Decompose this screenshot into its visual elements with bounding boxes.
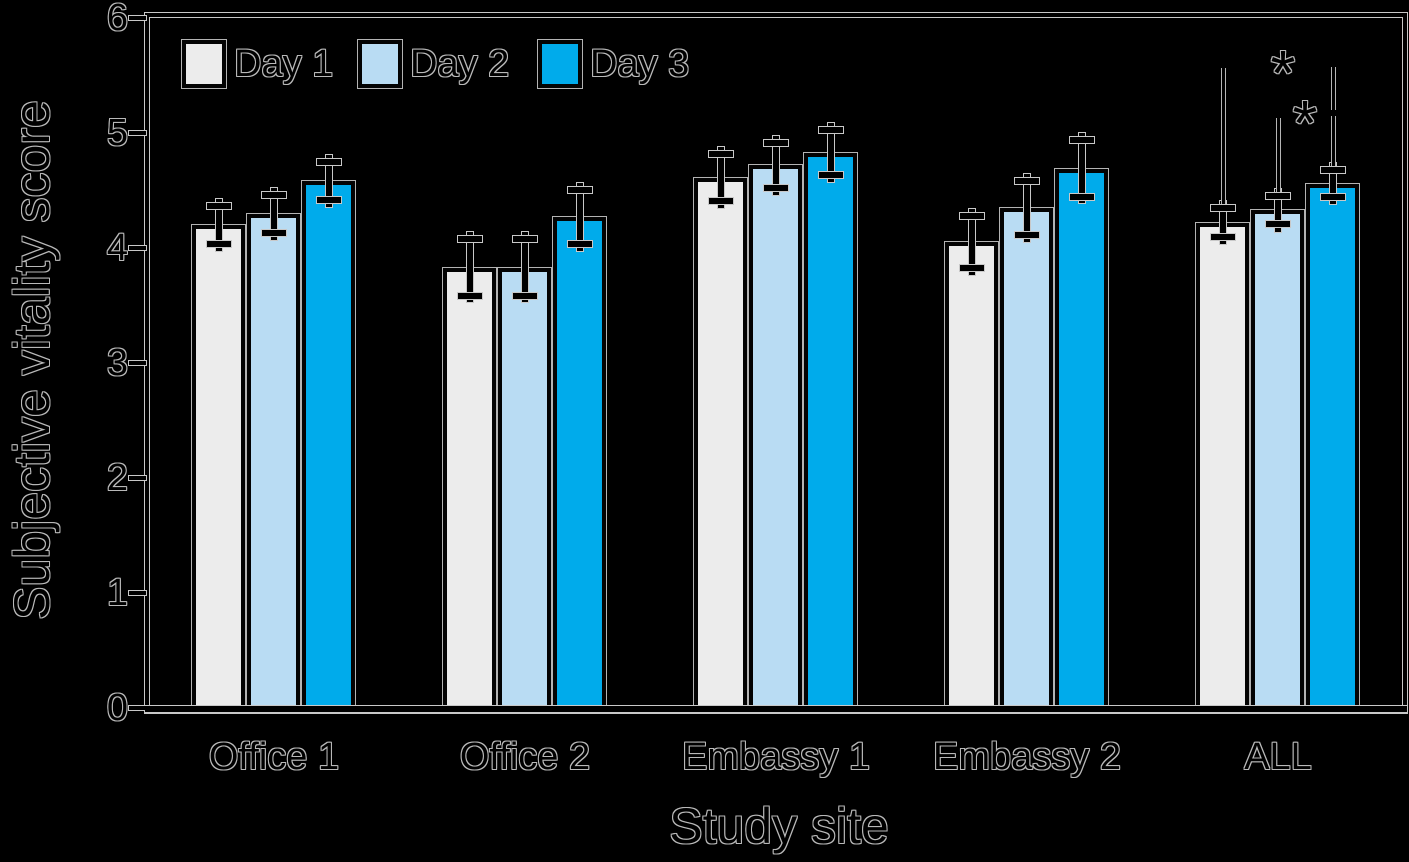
error-bar-cap-top [567,186,593,194]
error-bar-cap-bottom [1014,231,1040,239]
y-tick-mark [128,360,147,366]
y-tick-label: 1 [106,572,128,614]
x-category-label: Embassy 2 [933,736,1121,778]
error-bar-stem [772,135,780,196]
error-bar-cap-top [1320,166,1346,174]
y-tick-label: 2 [106,457,128,499]
significance-asterisk: * [1292,87,1318,159]
y-tick-label: 5 [106,112,128,154]
error-bar-stem [1023,173,1031,243]
error-bar-cap-bottom [512,292,538,300]
error-bar-cap-bottom [818,171,844,179]
y-tick-mark [128,15,147,21]
error-bar-cap-bottom [959,264,985,272]
error-bar-stem [270,187,278,241]
legend-swatch-day1 [182,40,226,88]
error-bar-stem [521,231,529,303]
bar-day1-all [1196,223,1249,710]
bar-day3-all [1306,184,1359,710]
x-category-label: Embassy 1 [682,736,870,778]
legend-label: Day 2 [410,43,510,85]
x-category-label: Office 1 [208,736,340,778]
error-bar-cap-top [316,158,342,166]
error-bar-stem [466,231,474,303]
x-category-label: Office 2 [459,736,591,778]
significance-line [1331,67,1336,110]
bar-day1-embassy-1 [694,178,747,710]
bar-day1-office-1 [192,225,245,710]
error-bar-cap-top [708,150,734,158]
bar-day3-office-1 [302,181,355,710]
error-bar-cap-top [261,191,287,199]
significance-line [1331,116,1336,166]
bar-day1-office-2 [443,268,496,710]
error-bar-stem [827,122,835,183]
legend-label: Day 3 [590,43,690,85]
error-bar-cap-top [1210,204,1236,212]
y-tick-label: 0 [106,687,128,729]
bar-day2-office-1 [247,214,300,711]
significance-line [1221,68,1226,204]
error-bar-cap-bottom [1069,193,1095,201]
error-bar-cap-bottom [763,184,789,192]
legend-swatch-day3 [538,40,582,88]
x-category-label: ALL [1244,736,1312,778]
error-bar-cap-top [959,212,985,220]
bar-day2-office-2 [498,268,551,710]
error-bar-cap-top [457,235,483,243]
legend-label: Day 1 [234,43,334,85]
error-bar-stem [717,146,725,209]
error-bar-cap-top [1014,177,1040,185]
significance-line [1276,118,1281,192]
x-axis-baseline [145,705,1407,713]
error-bar-cap-bottom [1210,233,1236,241]
bar-day3-office-2 [553,217,606,710]
error-bar-cap-bottom [457,292,483,300]
y-tick-label: 6 [106,0,128,39]
error-bar-stem [215,198,223,252]
error-bar-cap-top [1265,192,1291,200]
error-bar-stem [325,154,333,208]
error-bar-cap-bottom [708,197,734,205]
y-tick-mark [128,590,147,596]
bar-day2-embassy-2 [1000,208,1053,710]
error-bar-cap-bottom [261,229,287,237]
error-bar-stem [968,208,976,276]
error-bar-cap-top [763,139,789,147]
legend-swatch-day2 [358,40,402,88]
error-bar-cap-bottom [1265,220,1291,228]
bar-day2-embassy-1 [749,165,802,710]
error-bar-cap-bottom [567,240,593,248]
error-bar-cap-bottom [316,196,342,204]
error-bar-cap-bottom [1320,193,1346,201]
y-tick-label: 3 [106,342,128,384]
error-bar-cap-top [818,126,844,134]
y-tick-mark [128,245,147,251]
bar-day2-all [1251,210,1304,710]
error-bar-cap-top [206,202,232,210]
bar-day3-embassy-2 [1055,169,1108,710]
bar-day1-embassy-2 [945,242,998,710]
error-bar-stem [576,182,584,252]
error-bar-cap-top [512,235,538,243]
error-bar-stem [1078,132,1086,204]
y-tick-mark [128,475,147,481]
error-bar-cap-top [1069,136,1095,144]
significance-asterisk: * [1270,37,1296,109]
bar-day3-embassy-1 [804,153,857,710]
y-tick-mark [128,130,147,136]
error-bar-cap-bottom [206,240,232,248]
y-tick-label: 4 [106,227,128,269]
x-axis-title: Study site [669,798,889,854]
